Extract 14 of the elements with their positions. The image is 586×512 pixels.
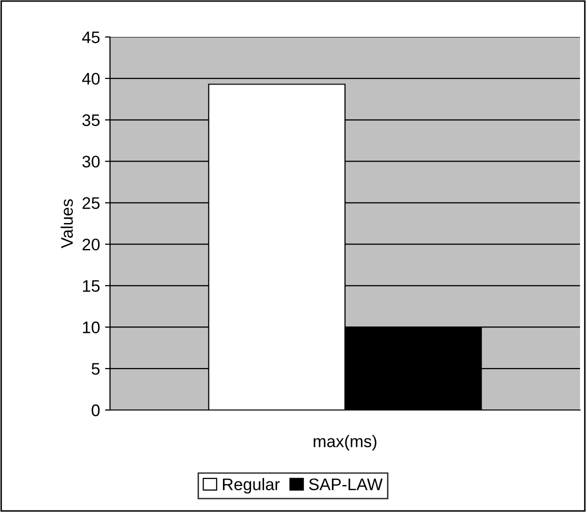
y-tick-label: 25 [82, 197, 100, 209]
x-tick-label: max(ms) [314, 435, 376, 451]
y-tick-label: 30 [82, 156, 100, 168]
legend-label: SAP-LAW [309, 478, 383, 490]
y-tick-label: 0 [92, 404, 100, 416]
y-tick-label: 35 [82, 114, 100, 126]
y-tick-label: 10 [83, 322, 100, 334]
legend-label: Regular [222, 478, 280, 494]
y-tick-label: 15 [83, 280, 100, 292]
y-tick-label: 20 [82, 238, 100, 250]
y-tick-label: 45 [82, 32, 100, 44]
y-axis-title: Values [60, 199, 73, 248]
y-tick-label: 40 [82, 72, 100, 85]
y-tick-label: 5 [92, 363, 100, 375]
